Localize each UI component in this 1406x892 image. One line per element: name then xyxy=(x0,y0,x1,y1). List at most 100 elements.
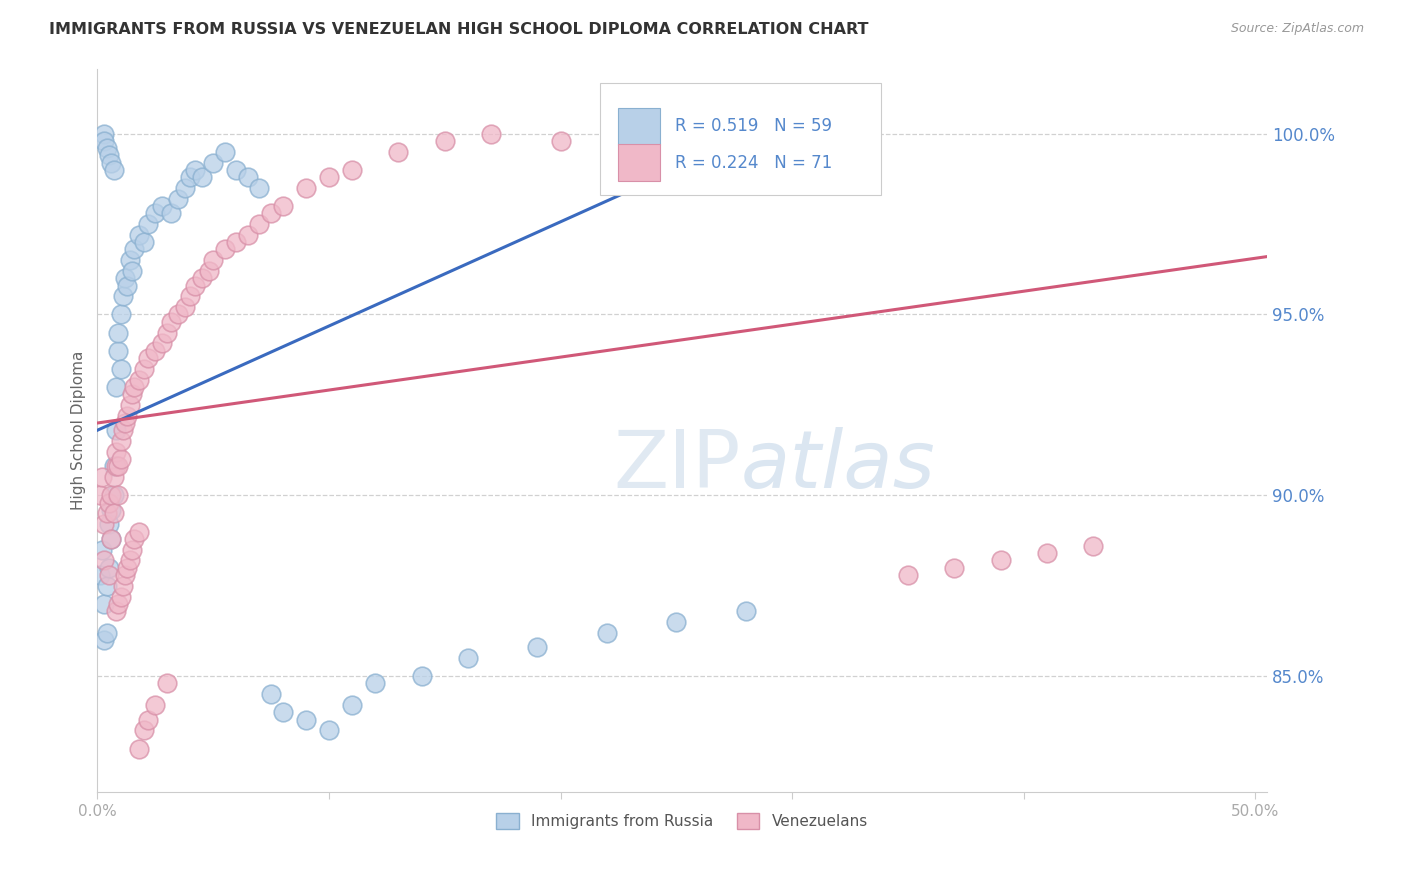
Point xyxy=(179,289,201,303)
Point xyxy=(411,669,433,683)
Point xyxy=(97,560,120,574)
Point xyxy=(96,579,118,593)
Point xyxy=(100,155,122,169)
Point xyxy=(143,206,166,220)
FancyBboxPatch shape xyxy=(600,83,882,195)
Text: IMMIGRANTS FROM RUSSIA VS VENEZUELAN HIGH SCHOOL DIPLOMA CORRELATION CHART: IMMIGRANTS FROM RUSSIA VS VENEZUELAN HIG… xyxy=(49,22,869,37)
Point xyxy=(93,127,115,141)
Point xyxy=(364,676,387,690)
Point xyxy=(93,517,115,532)
Point xyxy=(943,560,966,574)
Point xyxy=(271,706,294,720)
Point xyxy=(114,568,136,582)
Point xyxy=(132,235,155,249)
Point xyxy=(128,524,150,539)
Point xyxy=(249,217,271,231)
Point xyxy=(104,445,127,459)
Point xyxy=(160,206,183,220)
Point xyxy=(167,192,190,206)
Point xyxy=(387,145,409,159)
Point xyxy=(118,398,141,412)
Point xyxy=(183,278,205,293)
Point xyxy=(136,217,159,231)
Point xyxy=(110,452,132,467)
Point xyxy=(526,640,548,655)
Text: Source: ZipAtlas.com: Source: ZipAtlas.com xyxy=(1230,22,1364,36)
Point xyxy=(103,162,125,177)
Point xyxy=(457,651,479,665)
Point xyxy=(136,351,159,365)
Text: ZIP: ZIP xyxy=(613,427,741,506)
Point xyxy=(340,698,363,713)
FancyBboxPatch shape xyxy=(617,144,659,181)
Point xyxy=(103,459,125,474)
Point xyxy=(294,181,316,195)
Point xyxy=(150,336,173,351)
Point xyxy=(114,271,136,285)
Point xyxy=(89,568,111,582)
Point xyxy=(318,169,340,184)
Point xyxy=(1036,546,1059,560)
Point xyxy=(214,243,236,257)
Point xyxy=(110,361,132,376)
Point xyxy=(260,206,283,220)
Point xyxy=(96,507,118,521)
Point xyxy=(96,625,118,640)
Point xyxy=(110,590,132,604)
Point xyxy=(128,741,150,756)
Point xyxy=(990,553,1012,567)
Point xyxy=(93,597,115,611)
Point xyxy=(114,416,136,430)
Point xyxy=(104,459,127,474)
Point xyxy=(1083,539,1105,553)
Point xyxy=(665,615,688,629)
Point xyxy=(121,264,143,278)
Text: R = 0.224   N = 71: R = 0.224 N = 71 xyxy=(675,153,832,171)
Point xyxy=(156,676,179,690)
Point xyxy=(132,723,155,738)
Point xyxy=(93,633,115,648)
Point xyxy=(111,423,134,437)
Point xyxy=(100,488,122,502)
Point xyxy=(156,326,179,340)
Point xyxy=(103,470,125,484)
Point xyxy=(97,517,120,532)
Point xyxy=(271,199,294,213)
Point xyxy=(104,380,127,394)
Point xyxy=(202,155,225,169)
Point xyxy=(249,181,271,195)
Point xyxy=(318,723,340,738)
Point xyxy=(179,169,201,184)
Y-axis label: High School Diploma: High School Diploma xyxy=(72,351,86,510)
Point xyxy=(190,271,212,285)
Legend: Immigrants from Russia, Venezuelans: Immigrants from Russia, Venezuelans xyxy=(491,806,875,835)
Point xyxy=(340,162,363,177)
Point xyxy=(110,434,132,448)
Point xyxy=(118,553,141,567)
Point xyxy=(550,134,572,148)
Point xyxy=(214,145,236,159)
Point xyxy=(190,169,212,184)
Text: R = 0.519   N = 59: R = 0.519 N = 59 xyxy=(675,118,832,136)
Point xyxy=(433,134,456,148)
Point xyxy=(202,253,225,268)
Point xyxy=(104,604,127,618)
Point xyxy=(107,326,129,340)
Point xyxy=(225,235,247,249)
Point xyxy=(174,300,197,314)
FancyBboxPatch shape xyxy=(617,108,659,145)
Point xyxy=(132,361,155,376)
Point xyxy=(734,604,756,618)
Point xyxy=(111,289,134,303)
Point xyxy=(128,373,150,387)
Point xyxy=(160,315,183,329)
Point xyxy=(117,278,139,293)
Point xyxy=(121,387,143,401)
Point xyxy=(97,148,120,162)
Point xyxy=(136,713,159,727)
Point xyxy=(93,134,115,148)
Text: atlas: atlas xyxy=(741,427,935,506)
Point xyxy=(118,253,141,268)
Point xyxy=(897,568,920,582)
Point xyxy=(121,542,143,557)
